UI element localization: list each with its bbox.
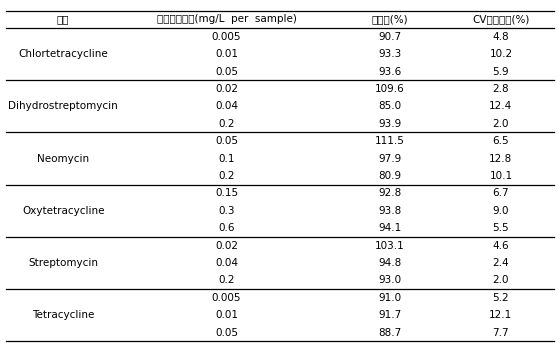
Text: 0.2: 0.2 (218, 276, 235, 285)
Text: 94.1: 94.1 (378, 223, 402, 233)
Text: 97.9: 97.9 (378, 153, 402, 164)
Text: Tetracycline: Tetracycline (32, 310, 95, 320)
Text: 0.01: 0.01 (215, 49, 238, 59)
Text: 2.0: 2.0 (493, 276, 509, 285)
Text: Neomycin: Neomycin (37, 153, 89, 164)
Text: Oxytetracycline: Oxytetracycline (22, 206, 105, 216)
Text: 0.01: 0.01 (215, 310, 238, 320)
Text: 0.05: 0.05 (215, 328, 238, 338)
Text: 9.0: 9.0 (493, 206, 509, 216)
Text: 93.8: 93.8 (378, 206, 402, 216)
Text: 12.8: 12.8 (489, 153, 512, 164)
Text: 0.15: 0.15 (215, 188, 238, 199)
Text: 0.1: 0.1 (218, 153, 235, 164)
Text: 90.7: 90.7 (378, 32, 402, 42)
Text: Dihydrostreptomycin: Dihydrostreptomycin (8, 101, 118, 111)
Text: 2.4: 2.4 (493, 258, 509, 268)
Text: 4.6: 4.6 (493, 241, 509, 251)
Text: 111.5: 111.5 (375, 136, 405, 146)
Text: 0.005: 0.005 (212, 32, 241, 42)
Text: 5.5: 5.5 (493, 223, 509, 233)
Text: 91.0: 91.0 (378, 293, 402, 303)
Text: 12.1: 12.1 (489, 310, 512, 320)
Text: 92.8: 92.8 (378, 188, 402, 199)
Text: 2.8: 2.8 (493, 84, 509, 94)
Text: 80.9: 80.9 (378, 171, 402, 181)
Text: 93.3: 93.3 (378, 49, 402, 59)
Text: 항목: 항목 (57, 14, 69, 24)
Text: 12.4: 12.4 (489, 101, 512, 111)
Text: 103.1: 103.1 (375, 241, 405, 251)
Text: 91.7: 91.7 (378, 310, 402, 320)
Text: Streptomycin: Streptomycin (28, 258, 98, 268)
Text: 2.0: 2.0 (493, 119, 509, 129)
Text: 93.0: 93.0 (378, 276, 402, 285)
Text: 0.02: 0.02 (215, 241, 238, 251)
Text: 5.9: 5.9 (493, 67, 509, 76)
Text: 93.9: 93.9 (378, 119, 402, 129)
Text: 첨가회수농도(mg/L  per  sample): 첨가회수농도(mg/L per sample) (157, 14, 296, 24)
Text: 85.0: 85.0 (378, 101, 402, 111)
Text: 109.6: 109.6 (375, 84, 405, 94)
Text: 0.04: 0.04 (215, 101, 238, 111)
Text: CV실험실내(%): CV실험실내(%) (472, 14, 530, 24)
Text: 0.2: 0.2 (218, 171, 235, 181)
Text: 7.7: 7.7 (493, 328, 509, 338)
Text: Chlortetracycline: Chlortetracycline (18, 49, 108, 59)
Text: 4.8: 4.8 (493, 32, 509, 42)
Text: 0.2: 0.2 (218, 119, 235, 129)
Text: 93.6: 93.6 (378, 67, 402, 76)
Text: 0.02: 0.02 (215, 84, 238, 94)
Text: 회수율(%): 회수율(%) (371, 14, 408, 24)
Text: 88.7: 88.7 (378, 328, 402, 338)
Text: 6.5: 6.5 (493, 136, 509, 146)
Text: 0.04: 0.04 (215, 258, 238, 268)
Text: 0.6: 0.6 (218, 223, 235, 233)
Text: 0.05: 0.05 (215, 136, 238, 146)
Text: 10.1: 10.1 (489, 171, 512, 181)
Text: 6.7: 6.7 (493, 188, 509, 199)
Text: 10.2: 10.2 (489, 49, 512, 59)
Text: 94.8: 94.8 (378, 258, 402, 268)
Text: 0.05: 0.05 (215, 67, 238, 76)
Text: 0.005: 0.005 (212, 293, 241, 303)
Text: 5.2: 5.2 (493, 293, 509, 303)
Text: 0.3: 0.3 (218, 206, 235, 216)
